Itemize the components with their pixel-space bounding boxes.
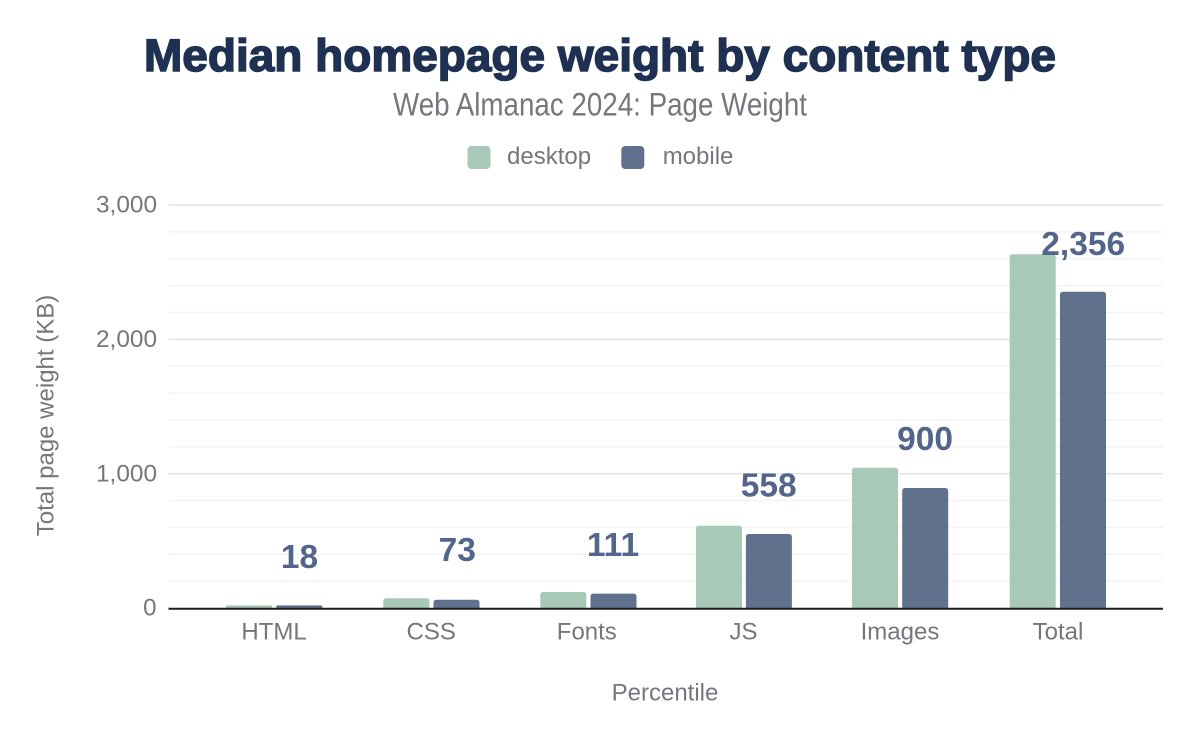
svg-text:Web Almanac 2024: Page Weight: Web Almanac 2024: Page Weight	[393, 87, 807, 123]
svg-text:desktop: desktop	[507, 143, 591, 170]
svg-text:HTML: HTML	[241, 619, 306, 646]
svg-text:111: 111	[587, 527, 639, 564]
svg-text:2,356: 2,356	[1041, 226, 1125, 263]
svg-text:0: 0	[143, 595, 156, 622]
svg-text:Total page weight (KB): Total page weight (KB)	[33, 295, 60, 536]
svg-text:558: 558	[741, 468, 797, 505]
svg-text:mobile: mobile	[663, 143, 734, 170]
svg-text:Median homepage weight by cont: Median homepage weight by content type	[144, 30, 1056, 81]
svg-text:Fonts: Fonts	[557, 619, 617, 646]
svg-text:Percentile: Percentile	[612, 679, 719, 706]
svg-text:3,000: 3,000	[96, 192, 157, 219]
svg-text:Total: Total	[1033, 619, 1084, 646]
svg-text:JS: JS	[729, 619, 757, 646]
svg-text:1,000: 1,000	[96, 460, 157, 487]
svg-text:CSS: CSS	[407, 619, 456, 646]
svg-text:2,000: 2,000	[96, 326, 157, 353]
svg-text:Images: Images	[861, 619, 940, 646]
svg-text:18: 18	[281, 539, 318, 576]
svg-text:900: 900	[897, 421, 953, 458]
svg-text:73: 73	[439, 532, 476, 569]
